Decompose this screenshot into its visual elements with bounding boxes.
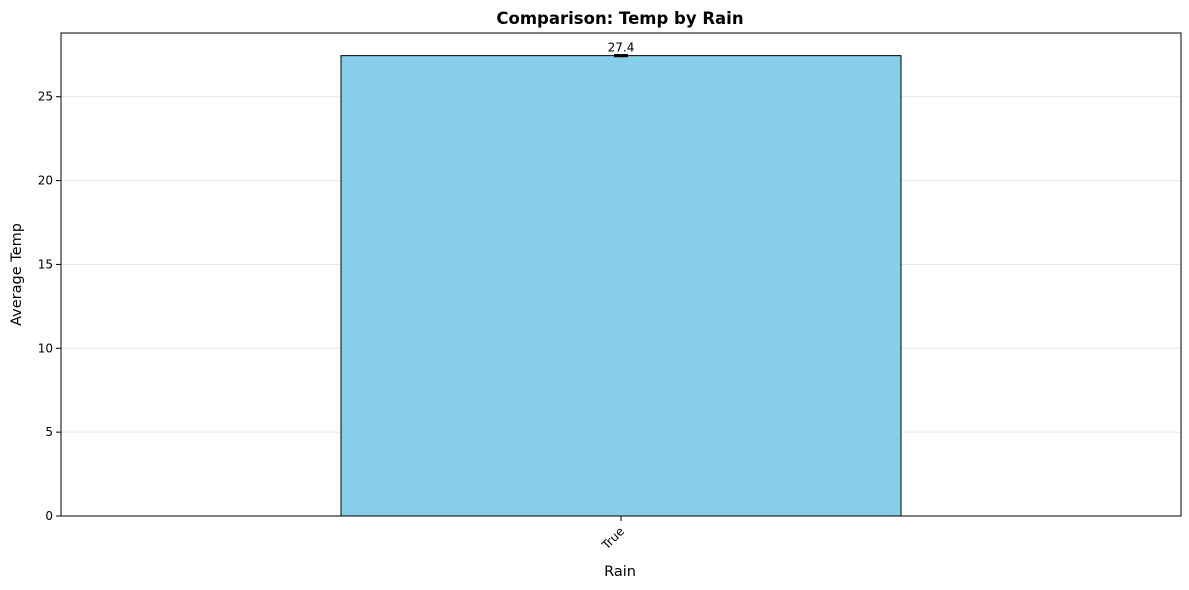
y-tick-label: 5 [45,425,53,439]
bar [340,55,902,517]
plot-frame [60,32,1182,517]
y-tick-label: 0 [45,509,53,523]
y-tick-label: 20 [38,174,53,188]
chart-title: Comparison: Temp by Rain [496,9,743,28]
y-tick-label: 15 [38,257,53,271]
x-axis-ticks: True [598,516,627,553]
y-tick-label: 25 [38,90,53,104]
x-tick-label: True [598,524,627,553]
data-label: 27.4 [608,41,635,55]
x-axis-label: Rain [604,564,636,580]
bars: 27.4 [340,41,902,517]
y-axis-ticks: 0 5 10 15 20 25 [38,90,61,523]
y-tick-label: 10 [38,341,53,355]
y-axis-label: Average Temp [9,223,25,326]
